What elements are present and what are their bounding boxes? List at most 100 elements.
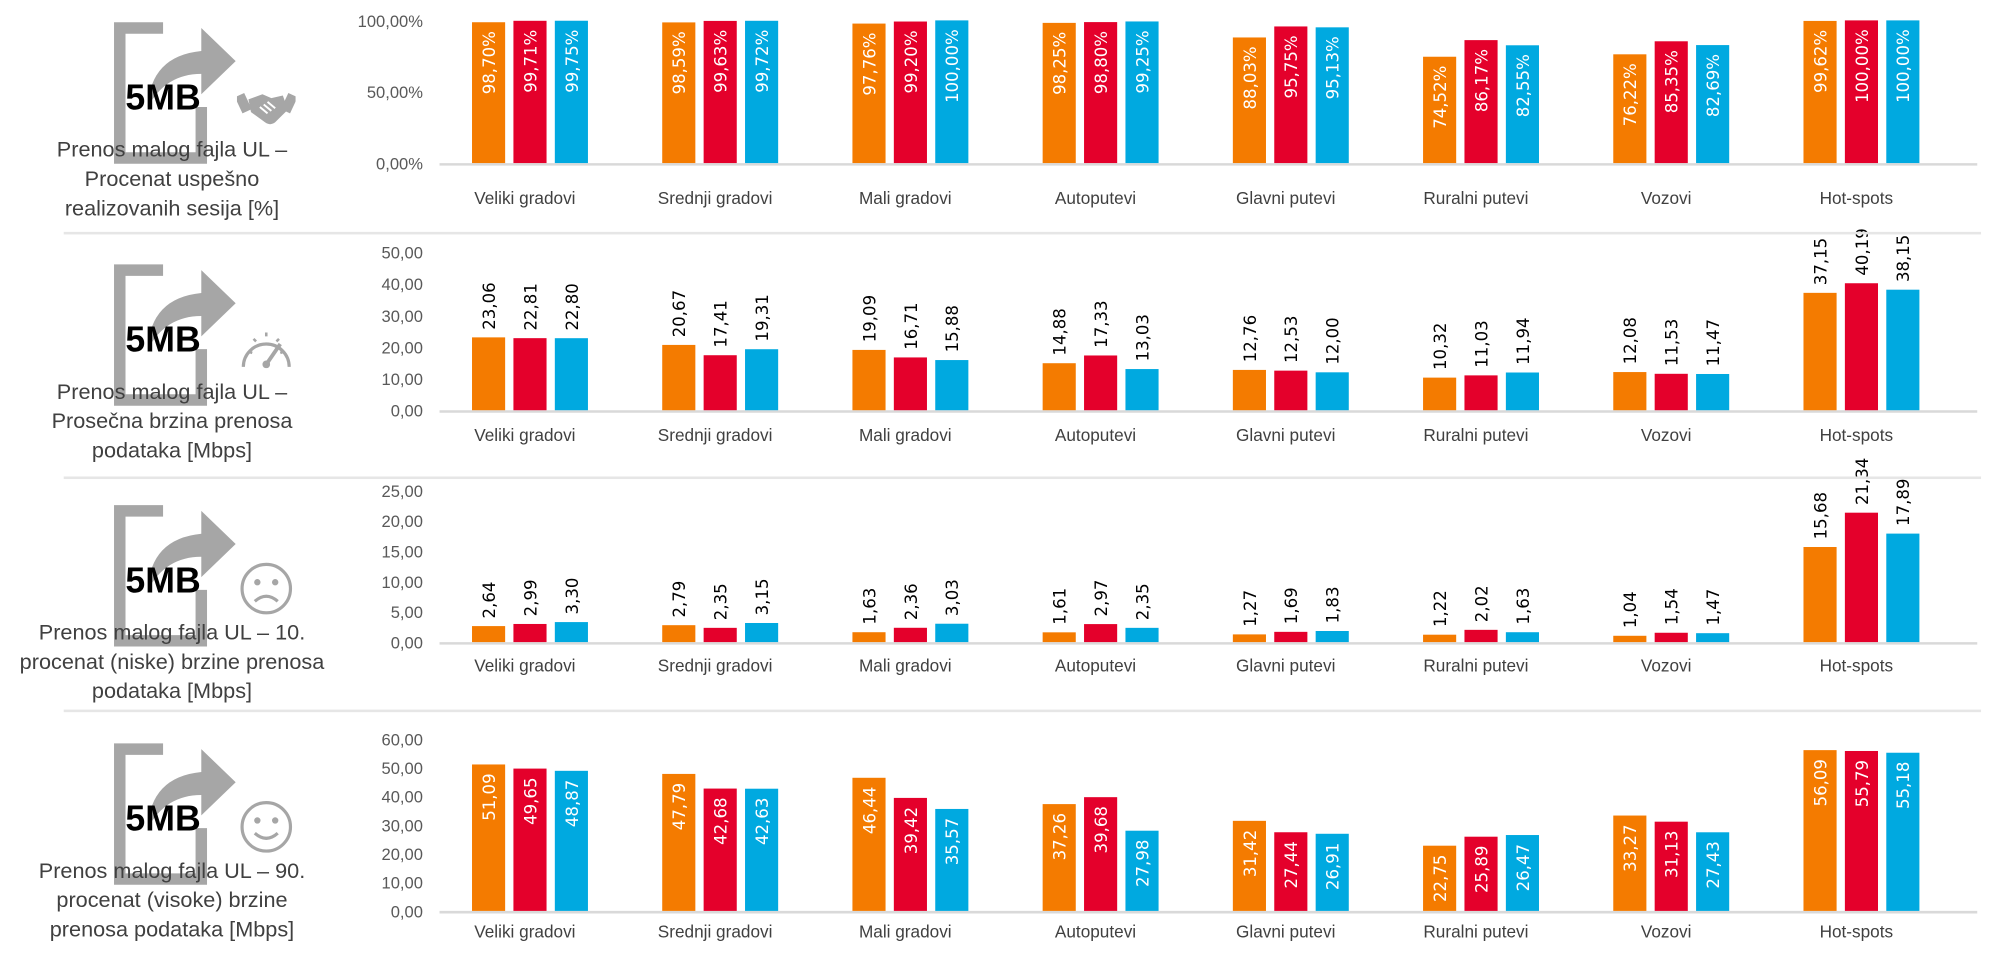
data-label: 2,79 <box>670 581 689 618</box>
bar <box>1464 40 1498 164</box>
data-label: 27,44 <box>1282 841 1301 888</box>
row-success-rate: 5MB Prenos malog fajla UL – Procenat uspeš… <box>0 3 331 239</box>
handshake-icon <box>234 76 298 135</box>
bar <box>1274 26 1308 164</box>
data-label: 82,69% <box>1704 54 1723 117</box>
x-category-label: Srednji gradovi <box>658 425 773 445</box>
data-label: 22,81 <box>521 283 540 330</box>
bar <box>893 357 927 411</box>
data-label: 20,67 <box>670 290 689 337</box>
data-label: 12,08 <box>1621 317 1640 364</box>
bar <box>935 623 969 643</box>
y-tick-label: 30,00 <box>382 307 423 326</box>
chart-2: 0,00 10,00 20,00 30,00 40,00 50,00 Veliki grad… <box>382 228 1978 445</box>
data-label: 98,59% <box>670 31 689 94</box>
data-label: 15,88 <box>943 305 962 352</box>
y-tick-label: 0,00 <box>391 902 423 921</box>
data-label: 2,36 <box>902 583 921 620</box>
data-label: 35,57 <box>943 818 962 865</box>
bar <box>513 768 547 911</box>
y-tick-label: 50,00 <box>382 244 423 263</box>
data-label: 2,35 <box>712 583 731 620</box>
bar <box>1423 56 1457 164</box>
x-category-label: Veliki gradovi <box>474 655 575 675</box>
data-label: 48,87 <box>563 780 582 827</box>
data-label: 99,20% <box>902 30 921 93</box>
bar <box>852 349 886 411</box>
bar <box>745 788 779 911</box>
bar <box>472 626 506 643</box>
bar <box>554 770 588 911</box>
data-label: 51,09 <box>480 773 499 820</box>
data-label: 39,68 <box>1092 806 1111 853</box>
bar <box>1042 22 1076 164</box>
bar <box>1844 20 1879 164</box>
x-category-label: Ruralni putevi <box>1423 188 1528 208</box>
data-label: 42,63 <box>753 798 772 845</box>
bar <box>1315 630 1349 643</box>
x-category-label: Srednji gradovi <box>658 188 773 208</box>
data-label: 39,42 <box>902 807 921 854</box>
y-tick-label: 5,00 <box>391 603 423 622</box>
bar <box>1042 804 1076 911</box>
data-label: 12,76 <box>1241 315 1260 362</box>
file-size-label: 5MB <box>125 799 200 839</box>
data-label: 99,71% <box>521 30 540 93</box>
x-category-label: Hot-spots <box>1820 922 1894 942</box>
bar <box>1803 20 1837 164</box>
file-size-label: 5MB <box>125 320 200 360</box>
data-label: 26,91 <box>1324 843 1343 890</box>
bar <box>745 622 779 643</box>
bar <box>472 22 506 164</box>
data-label: 31,13 <box>1663 831 1682 878</box>
x-category-label: Autoputevi <box>1055 922 1136 942</box>
bar <box>1315 833 1349 911</box>
row-title: Prenos malog fajla UL – Prosečna brzina p… <box>0 377 344 465</box>
data-label: 1,61 <box>1051 588 1070 625</box>
row-10th-percentile: 5MB Prenos malog fajla UL – 10. procenat (… <box>0 485 331 721</box>
x-category-label: Vozovi <box>1641 922 1692 942</box>
x-category-label: Ruralni putevi <box>1423 425 1528 445</box>
data-label: 55,18 <box>1894 762 1913 809</box>
bar <box>1084 355 1118 411</box>
data-label: 10,32 <box>1431 323 1450 370</box>
row-title-line: podataka [Mbps] <box>91 679 253 704</box>
data-label: 98,70% <box>480 31 499 94</box>
data-label: 100,00% <box>1853 29 1872 103</box>
bar <box>1315 27 1349 164</box>
x-category-label: Hot-spots <box>1820 655 1894 675</box>
row-title-line: procenat (visoke) brzine <box>56 887 288 913</box>
file-upload-icon: 5MB <box>112 739 239 886</box>
bar <box>1232 634 1266 643</box>
data-label: 55,79 <box>1853 760 1872 807</box>
data-label: 100,00% <box>1894 29 1913 103</box>
data-label: 42,68 <box>712 797 731 844</box>
bar <box>1654 41 1688 164</box>
bar <box>1274 832 1308 911</box>
bar <box>1084 624 1118 643</box>
row-title-line: procenat (niske) brzine prenosa <box>19 649 325 674</box>
data-label: 12,00 <box>1324 317 1343 364</box>
x-category-label: Veliki gradovi <box>474 922 575 942</box>
data-label: 86,17% <box>1472 49 1491 112</box>
data-label: 47,79 <box>670 783 689 830</box>
data-label: 37,15 <box>1811 238 1830 285</box>
row-title-line: realizovanih sesija [%] <box>64 196 280 221</box>
data-label: 46,44 <box>860 787 879 834</box>
bar <box>893 21 927 164</box>
data-label: 3,03 <box>943 579 962 616</box>
bar <box>1505 372 1539 411</box>
bar <box>893 797 927 911</box>
data-label: 27,98 <box>1133 840 1152 887</box>
row-divider <box>63 709 1982 713</box>
x-category-label: Vozovi <box>1641 188 1692 208</box>
bar <box>703 355 737 411</box>
y-tick-label: 20,00 <box>382 512 423 531</box>
x-category-label: Autoputevi <box>1055 425 1136 445</box>
bar <box>1125 627 1159 643</box>
y-tick-label: 10,00 <box>382 573 423 592</box>
bar <box>1423 377 1457 411</box>
bar <box>662 625 696 643</box>
data-label: 99,63% <box>712 30 731 93</box>
bar <box>1042 632 1076 643</box>
